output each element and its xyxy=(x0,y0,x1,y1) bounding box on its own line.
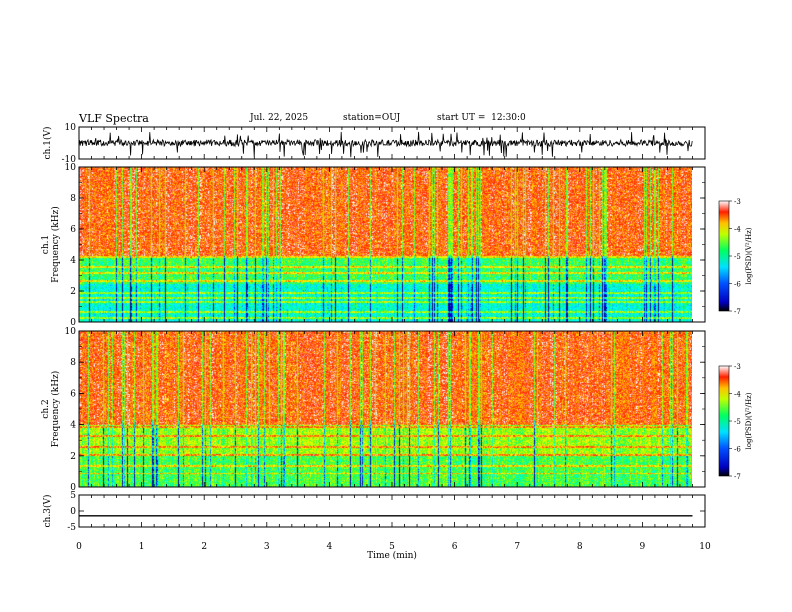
colorbar-tick-label: -4 xyxy=(734,391,741,399)
colorbar-tick-label: -6 xyxy=(734,446,741,454)
y-tick-label: 6 xyxy=(70,225,76,235)
colorbar-tick-label: -3 xyxy=(734,363,741,371)
figure-title: VLF Spectra xyxy=(79,112,149,125)
y-tick-label: 8 xyxy=(70,358,76,368)
x-tick-label: 4 xyxy=(327,542,333,552)
y-tick-label: 10 xyxy=(65,327,77,337)
x-axis-label: Time (min) xyxy=(367,550,417,561)
y-tick-label: 4 xyxy=(70,421,76,431)
ch2-spectrogram-ylabel-units: Frequency (kHz) xyxy=(50,371,61,448)
ch1-trace xyxy=(78,131,693,158)
colorbar-tick-label: -4 xyxy=(734,226,741,234)
x-tick-label: 6 xyxy=(452,542,458,552)
ch1-spectrogram-raster xyxy=(79,167,692,322)
x-tick-label: 8 xyxy=(577,542,583,552)
x-tick-label: 1 xyxy=(139,542,145,552)
ch1-waveform-ylabel: ch.1(V) xyxy=(42,127,53,160)
y-tick-label: 2 xyxy=(70,287,76,297)
ch1-spectrogram-colorbar-label: log(PSD)(V²/Hz) xyxy=(745,227,753,284)
ch2-spectrogram-raster xyxy=(79,331,692,487)
date-label: Jul. 22, 2025 xyxy=(250,113,309,123)
y-tick-label: 0 xyxy=(70,318,76,328)
y-tick-label: 4 xyxy=(70,256,76,266)
ch2-spectrogram-colorbar-label: log(PSD)(V²/Hz) xyxy=(745,392,753,449)
colorbar-tick-label: -5 xyxy=(734,253,741,261)
y-tick-label: -5 xyxy=(67,523,76,533)
y-tick-label: 5 xyxy=(70,491,76,501)
start-time-label: start UT = 12:30:0 xyxy=(437,113,526,123)
y-tick-label: 2 xyxy=(70,452,76,462)
x-tick-label: 9 xyxy=(640,542,646,552)
x-tick-label: 7 xyxy=(514,542,520,552)
ch3-waveform-ylabel: ch.3(V) xyxy=(42,495,53,528)
colorbar-tick-label: -6 xyxy=(734,281,741,289)
ch2-spectrogram-colorbar xyxy=(718,365,730,477)
colorbar-tick-label: -3 xyxy=(734,198,741,206)
x-tick-label: 5 xyxy=(389,542,395,552)
y-tick-label: 10 xyxy=(65,163,77,173)
y-tick-label: -10 xyxy=(62,155,77,165)
y-tick-label: 10 xyxy=(65,123,77,133)
x-tick-label: 2 xyxy=(201,542,207,552)
y-tick-label: 6 xyxy=(70,389,76,399)
y-tick-label: 0 xyxy=(70,507,76,517)
colorbar-tick-label: -7 xyxy=(734,473,741,481)
colorbar-tick-label: -7 xyxy=(734,308,741,316)
ch1-spectrogram-ylabel-channel: ch.1 xyxy=(41,235,51,254)
colorbar-tick-label: -5 xyxy=(734,418,741,426)
y-tick-label: 0 xyxy=(70,483,76,493)
x-tick-label: 3 xyxy=(264,542,270,552)
x-tick-label: 10 xyxy=(699,542,711,552)
x-tick-label: 0 xyxy=(76,542,82,552)
ch1-spectrogram-colorbar xyxy=(718,200,730,312)
ch2-spectrogram-ylabel-channel: ch.2 xyxy=(41,399,51,418)
ch1-spectrogram-ylabel-units: Frequency (kHz) xyxy=(50,206,61,283)
station-label: station=OUJ xyxy=(343,113,401,123)
y-tick-label: 8 xyxy=(70,194,76,204)
